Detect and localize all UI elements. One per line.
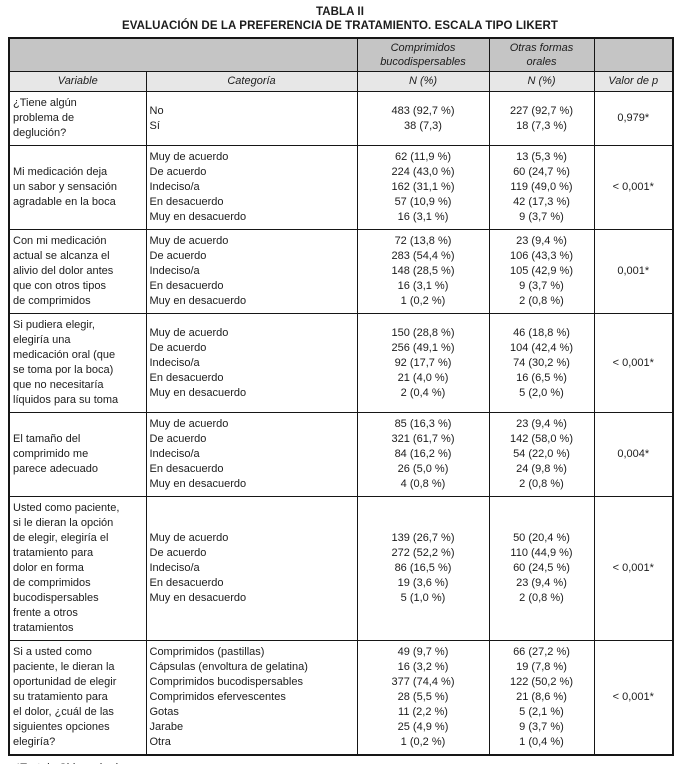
table-row: ¿Tiene algún problema de deglución? No S… <box>8 91 674 146</box>
table-row: Si a usted como paciente, le dieran la o… <box>8 640 674 756</box>
table-title: TABLA II <box>315 6 365 18</box>
otras-values-cell: 66 (27,2 %) 19 (7,8 %) 122 (50,2 %) 21 (… <box>488 640 595 756</box>
table-row: Usted como paciente, si le dieran la opc… <box>8 496 674 641</box>
category-cell: Muy de acuerdo De acuerdo Indeciso/a En … <box>145 145 358 230</box>
variable-cell: Mi medicación deja un sabor y sensación … <box>8 145 147 230</box>
variable-cell: ¿Tiene algún problema de deglución? <box>8 91 147 146</box>
category-cell: Muy de acuerdo De acuerdo Indeciso/a En … <box>145 496 358 641</box>
otras-values-cell: 23 (9,4 %) 142 (58,0 %) 54 (22,0 %) 24 (… <box>488 412 595 497</box>
table-row: Mi medicación deja un sabor y sensación … <box>8 145 674 230</box>
otras-values-cell: 227 (92,7 %) 18 (7,3 %) <box>488 91 595 146</box>
category-cell: Muy de acuerdo De acuerdo Indeciso/a En … <box>145 412 358 497</box>
comprimidos-values-cell: 139 (26,7 %) 272 (52,2 %) 86 (16,5 %) 19… <box>356 496 490 641</box>
table-subtitle: EVALUACIÓN DE LA PREFERENCIA DE TRATAMIE… <box>121 20 559 32</box>
table-row: Con mi medicación actual se alcanza el a… <box>8 229 674 314</box>
variable-cell: Con mi medicación actual se alcanza el a… <box>8 229 147 314</box>
group-header-empty-right <box>593 37 674 72</box>
comprimidos-values-cell: 483 (92,7 %) 38 (7,3) <box>356 91 490 146</box>
comprimidos-values-cell: 72 (13,8 %) 283 (54,4 %) 148 (28,5 %) 16… <box>356 229 490 314</box>
table-title-block: TABLA II EVALUACIÓN DE LA PREFERENCIA DE… <box>0 0 680 33</box>
table-row: El tamaño del comprimido me parece adecu… <box>8 412 674 497</box>
otras-values-cell: 50 (20,4 %) 110 (44,9 %) 60 (24,5 %) 23 … <box>488 496 595 641</box>
variable-cell: El tamaño del comprimido me parece adecu… <box>8 412 147 497</box>
column-header-valor-p: Valor de p <box>593 71 674 92</box>
group-header-otras: Otras formas orales <box>488 37 595 72</box>
category-cell: Muy de acuerdo De acuerdo Indeciso/a En … <box>145 313 358 413</box>
otras-values-cell: 23 (9,4 %) 106 (43,3 %) 105 (42,9 %) 9 (… <box>488 229 595 314</box>
column-header-row: Variable Categoría N (%) N (%) Valor de … <box>8 71 674 92</box>
comprimidos-values-cell: 62 (11,9 %) 224 (43,0 %) 162 (31,1 %) 57… <box>356 145 490 230</box>
otras-values-cell: 13 (5,3 %) 60 (24,7 %) 119 (49,0 %) 42 (… <box>488 145 595 230</box>
column-header-categoria: Categoría <box>145 71 358 92</box>
table-row: Si pudiera elegir, elegiría una medicaci… <box>8 313 674 413</box>
pvalue-cell: < 0,001* <box>593 313 674 413</box>
variable-cell: Si pudiera elegir, elegiría una medicaci… <box>8 313 147 413</box>
pvalue-cell: 0,001* <box>593 229 674 314</box>
variable-cell: Si a usted como paciente, le dieran la o… <box>8 640 147 756</box>
otras-values-cell: 46 (18,8 %) 104 (42,4 %) 74 (30,2 %) 16 … <box>488 313 595 413</box>
comprimidos-values-cell: 85 (16,3 %) 321 (61,7 %) 84 (16,2 %) 26 … <box>356 412 490 497</box>
pvalue-cell: 0,979* <box>593 91 674 146</box>
table-footnote: *Test de Chi cuadrado. <box>16 761 680 764</box>
variable-cell: Usted como paciente, si le dieran la opc… <box>8 496 147 641</box>
pvalue-cell: < 0,001* <box>593 640 674 756</box>
pvalue-cell: < 0,001* <box>593 145 674 230</box>
category-cell: Muy de acuerdo De acuerdo Indeciso/a En … <box>145 229 358 314</box>
category-cell: Comprimidos (pastillas) Cápsulas (envolt… <box>145 640 358 756</box>
group-header-empty <box>8 37 358 72</box>
comprimidos-values-cell: 49 (9,7 %) 16 (3,2 %) 377 (74,4 %) 28 (5… <box>356 640 490 756</box>
group-header-comprimidos: Comprimidos bucodispersables <box>356 37 490 72</box>
likert-table: Comprimidos bucodispersables Otras forma… <box>8 37 674 756</box>
group-header-row: Comprimidos bucodispersables Otras forma… <box>8 37 674 72</box>
column-header-n-otras: N (%) <box>488 71 595 92</box>
comprimidos-values-cell: 150 (28,8 %) 256 (49,1 %) 92 (17,7 %) 21… <box>356 313 490 413</box>
column-header-n-comprimidos: N (%) <box>356 71 490 92</box>
column-header-variable: Variable <box>8 71 147 92</box>
pvalue-cell: 0,004* <box>593 412 674 497</box>
pvalue-cell: < 0,001* <box>593 496 674 641</box>
category-cell: No Sí <box>145 91 358 146</box>
